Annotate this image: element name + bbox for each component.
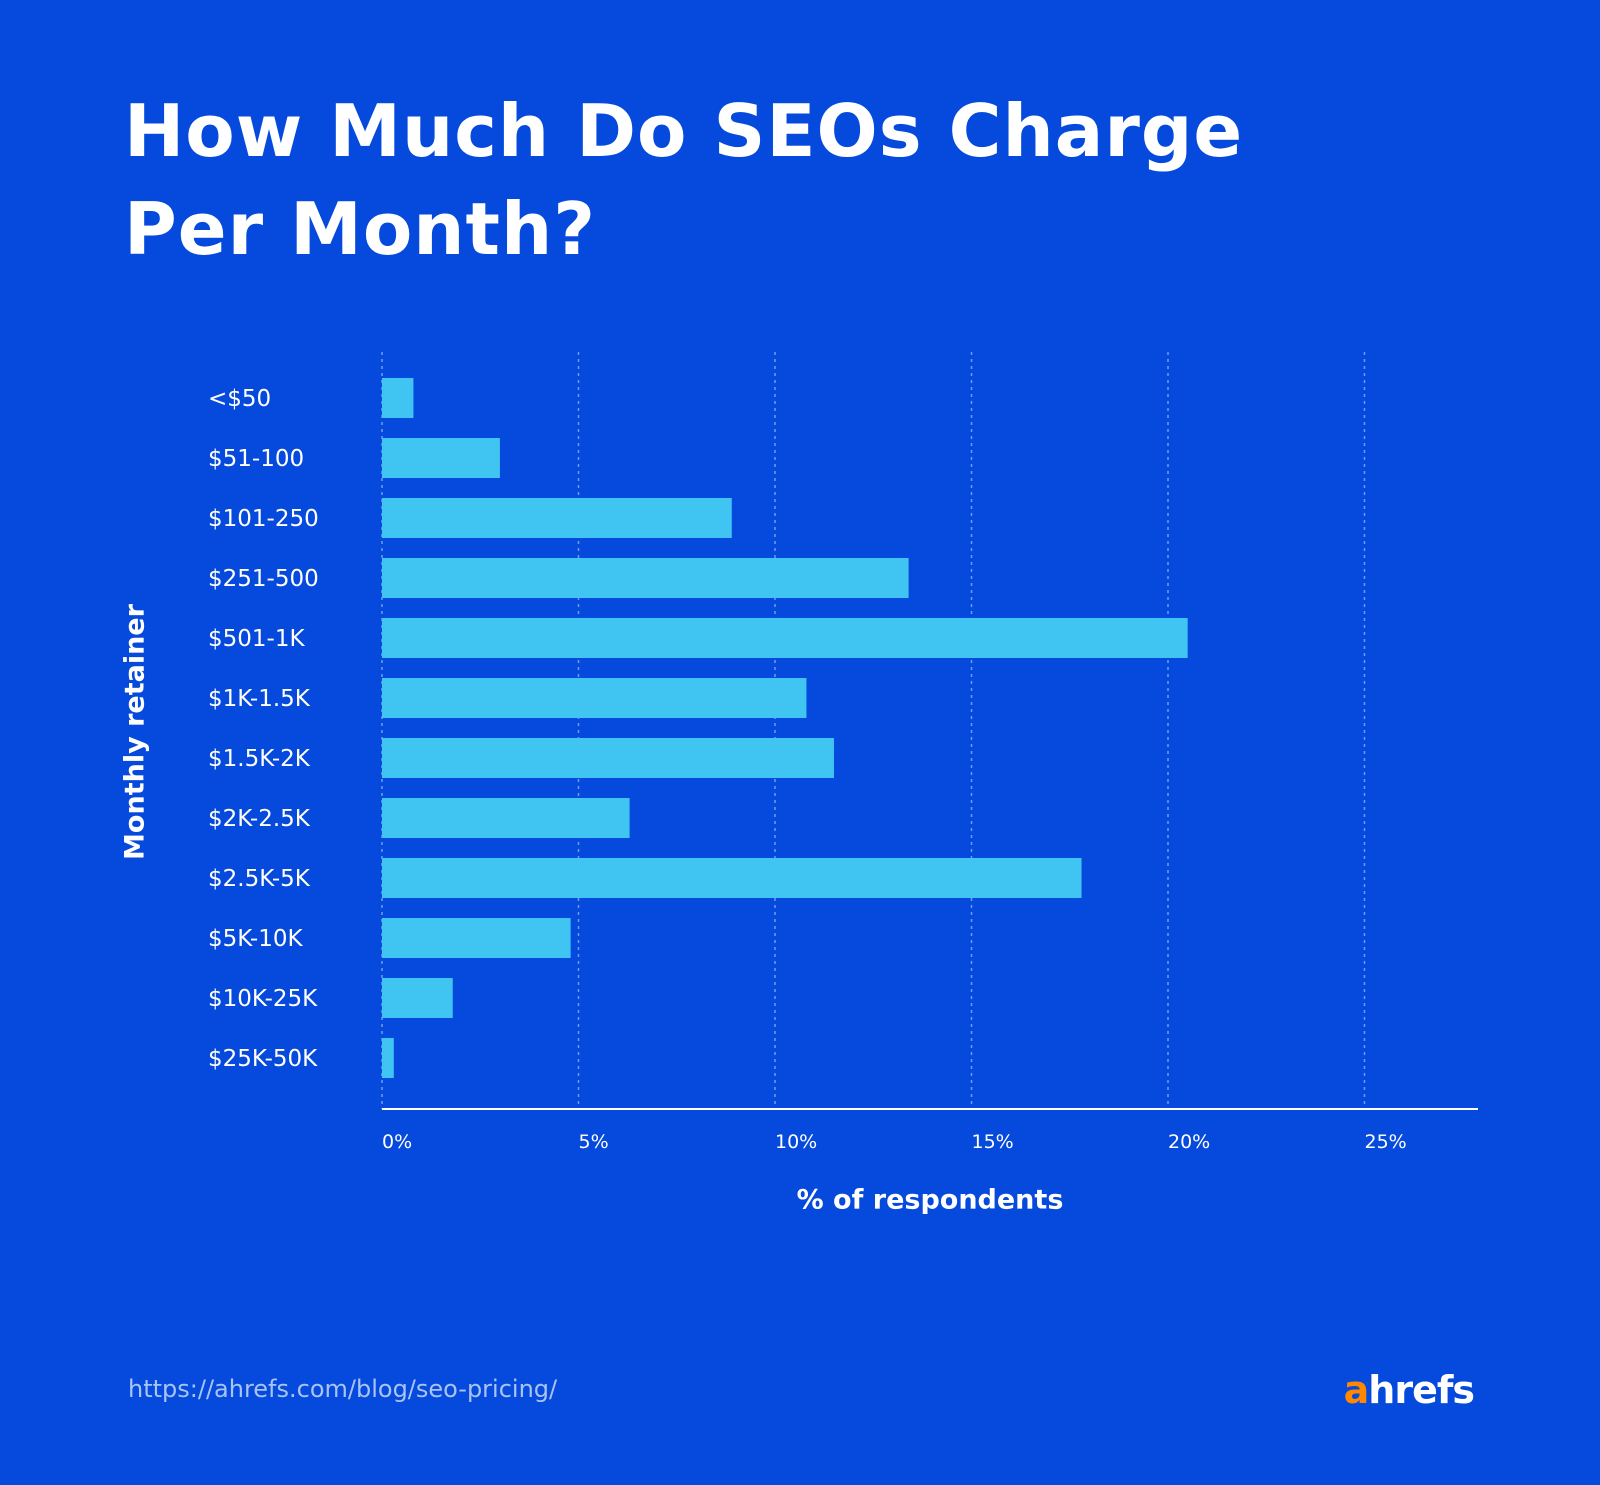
x-tick-label: 10%: [775, 1131, 817, 1153]
chart-title: How Much Do SEOs Charge Per Month?: [124, 82, 1243, 278]
x-axis-label: % of respondents: [796, 1184, 1064, 1216]
bar: [382, 738, 834, 778]
ahrefs-logo: ahrefs: [1343, 1368, 1475, 1412]
y-tick-label: $101-250: [208, 506, 319, 532]
y-tick-label: $1.5K-2K: [208, 746, 311, 772]
y-tick-label: $5K-10K: [208, 926, 304, 952]
bar: [382, 858, 1082, 898]
bar: [382, 438, 500, 478]
y-tick-label: $51-100: [208, 446, 304, 472]
bar: [382, 618, 1188, 658]
bar: [382, 678, 807, 718]
x-tick-label: 20%: [1168, 1131, 1210, 1153]
bar: [382, 798, 630, 838]
y-tick-label: $2K-2.5K: [208, 806, 311, 832]
bar: [382, 1038, 394, 1078]
y-tick-label: $25K-50K: [208, 1046, 318, 1072]
bar: [382, 558, 909, 598]
x-tick-label: 15%: [972, 1131, 1014, 1153]
x-tick-label: 0%: [382, 1131, 412, 1153]
y-tick-label: $2.5K-5K: [208, 866, 311, 892]
y-tick-label: $501-1K: [208, 626, 305, 652]
bar: [382, 978, 453, 1018]
bar: [382, 918, 571, 958]
y-tick-label: $251-500: [208, 566, 319, 592]
bar: [382, 498, 732, 538]
y-tick-label: $10K-25K: [208, 986, 318, 1012]
x-tick-label: 25%: [1365, 1131, 1407, 1153]
y-tick-label: $1K-1.5K: [208, 686, 311, 712]
y-tick-label: <$50: [208, 386, 271, 412]
title-line-1: How Much Do SEOs Charge: [124, 89, 1244, 173]
y-axis-label: Monthly retainer: [119, 604, 151, 860]
x-tick-label: 5%: [579, 1131, 609, 1153]
title-line-2: Per Month?: [124, 187, 596, 271]
source-url[interactable]: https://ahrefs.com/blog/seo-pricing/: [128, 1375, 558, 1403]
bar: [382, 378, 414, 418]
